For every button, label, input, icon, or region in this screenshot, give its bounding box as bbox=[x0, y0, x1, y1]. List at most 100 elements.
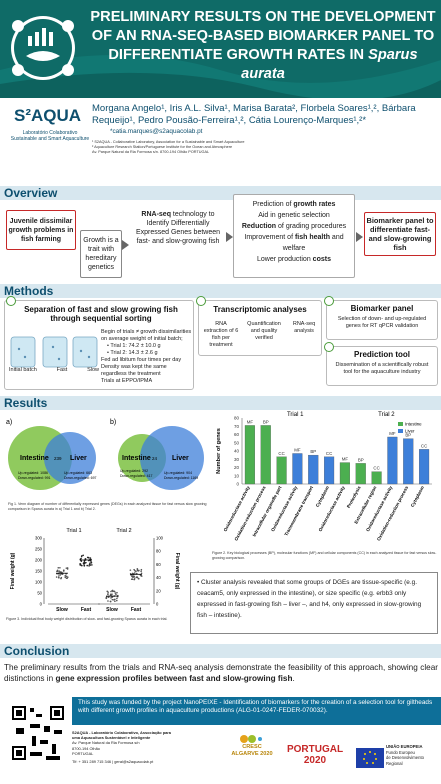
overview-heading: Overview bbox=[4, 186, 58, 200]
overview-rnaseq-box: RNA-seq technology to Identify Different… bbox=[130, 200, 226, 270]
tank-label-initial: Initial batch bbox=[9, 367, 37, 373]
trial-2-group-label: Trial 2 bbox=[378, 412, 395, 418]
x-category-label: Proteolysis bbox=[346, 485, 362, 509]
conclusion-section-header: Conclusion bbox=[0, 644, 441, 658]
venn-a-left-down: Down-regulated: 991 bbox=[18, 476, 51, 480]
dot-plot-panel-title: Trial 1 bbox=[66, 528, 81, 534]
dot-point bbox=[129, 569, 132, 571]
y-tick-label: 70 bbox=[234, 424, 240, 429]
dot-plot-y-tick: 250 bbox=[35, 547, 43, 552]
dot-point bbox=[107, 593, 109, 595]
dot-plot-category-label: Slow bbox=[56, 607, 68, 613]
bar-tag-label: BP bbox=[358, 457, 364, 462]
funding-banner: This study was funded by the project Nan… bbox=[72, 697, 441, 725]
conclusion-text-1: The preliminary results from the trials … bbox=[4, 663, 438, 683]
dot-point bbox=[89, 564, 92, 566]
dot-point bbox=[136, 569, 139, 572]
conclusion-heading: Conclusion bbox=[4, 644, 70, 658]
brand-subtitle: Laboratório Colaborativo Sustainable and… bbox=[10, 130, 90, 142]
dot-point bbox=[57, 576, 60, 579]
sep-bullet-1: Begin of trials ≠ growth dissimilarities… bbox=[101, 329, 192, 342]
overview-benefits-box: Prediction of growth rates Aid in geneti… bbox=[233, 194, 355, 278]
bar bbox=[387, 436, 398, 485]
brand-sub-1: Laboratório Colaborativo bbox=[22, 130, 78, 136]
dot-point bbox=[65, 567, 68, 569]
contact-email[interactable]: *catia.marques@s2aquacolab.pt bbox=[110, 128, 203, 135]
dot-point bbox=[115, 599, 118, 602]
dot-point bbox=[136, 568, 139, 570]
bar bbox=[244, 425, 255, 485]
bar bbox=[324, 456, 335, 485]
poster-header: PRELIMINARY RESULTS ON THE DEVELOPMENT O… bbox=[0, 0, 441, 160]
separation-details: Begin of trials ≠ growth dissimilarities… bbox=[101, 329, 193, 385]
dot-point bbox=[109, 594, 112, 596]
dot-point bbox=[130, 578, 133, 581]
x-category-label: Oxidation-reduction process bbox=[233, 485, 266, 542]
benefit-2: Aid in genetic selection bbox=[258, 212, 330, 219]
dot-point bbox=[116, 591, 118, 594]
dot-point bbox=[133, 568, 135, 571]
dot-plot-y-tick: 40 bbox=[156, 575, 161, 580]
sep-bullet-2: Fed ad libitum four times per day bbox=[101, 357, 182, 363]
title-line-3: DIFFERENTIATE GROWTH RATES IN bbox=[108, 47, 365, 63]
eu-flag-icon bbox=[356, 748, 384, 768]
venn-a-liver-circle bbox=[44, 432, 96, 484]
dot-point bbox=[116, 597, 118, 600]
x-category-label: Intracellular organelle part bbox=[252, 485, 283, 538]
biomarker-panel-box: Biomarker panel Selection of down- and u… bbox=[326, 300, 438, 340]
benefit-3: Reduction of grading procedures bbox=[241, 223, 347, 230]
dot-point bbox=[132, 576, 134, 579]
dot-point bbox=[140, 572, 143, 575]
dot-point bbox=[60, 571, 62, 573]
venn-b-label: b) bbox=[110, 419, 116, 426]
banner-wave-decoration bbox=[0, 55, 441, 98]
transcriptomic-steps: RNA extraction of 6 fish per treatment Q… bbox=[203, 321, 319, 349]
bar-tag-label: CC bbox=[421, 443, 427, 448]
venn-diagram-trial-1: a) Intestine Liver 239 Up-regulated: 108… bbox=[6, 419, 97, 490]
affiliation-3: Av. Parque Natural da Ria Formosa s/n. 8… bbox=[92, 150, 210, 154]
x-category-label: Cytoplasm bbox=[315, 485, 330, 508]
overview-problem-box: Juvenile dissimilar growth problems in f… bbox=[6, 210, 76, 250]
venn-a-right-label: Liver bbox=[70, 455, 87, 462]
y-tick-label: 40 bbox=[234, 449, 240, 454]
tank-label-fast: Fast bbox=[56, 367, 68, 373]
prediction-tool-text: Dissemination of a scientifically robust… bbox=[335, 362, 429, 375]
dot-plot-y-tick: 50 bbox=[37, 591, 42, 596]
dot-point bbox=[80, 557, 82, 560]
dot-point bbox=[133, 578, 136, 581]
sep-bullet-4: Trials at EPPO/IPMA bbox=[101, 378, 153, 384]
tr-step-2: Quantification and quality verified bbox=[247, 321, 281, 341]
y-tick-label: 60 bbox=[234, 432, 240, 437]
header-banner bbox=[0, 0, 441, 98]
rnaseq-bold: RNA-seq bbox=[141, 211, 171, 218]
prediction-tool-title: Prediction tool bbox=[354, 350, 410, 359]
methods-section-header: Methods bbox=[0, 284, 441, 298]
dot-point bbox=[89, 557, 92, 559]
title-species: Sparus aurata bbox=[241, 47, 418, 82]
affiliation-2: ² Aquaculture Research Station/Portugues… bbox=[92, 145, 233, 149]
venn-b-right-label: Liver bbox=[172, 455, 189, 462]
dot-point bbox=[110, 590, 112, 593]
y-tick-label: 10 bbox=[234, 473, 240, 478]
footer-contact[interactable]: Tlf: + 351 289 715 346 | geral@s2aquacol… bbox=[72, 759, 154, 765]
dot-point bbox=[109, 600, 112, 603]
portugal-2020-logo: PORTUGAL 2020 bbox=[286, 744, 344, 766]
qr-code-icon[interactable] bbox=[10, 700, 66, 780]
y-axis-label: Number of genes bbox=[216, 428, 222, 474]
poster-title: PRELIMINARY RESULTS ON THE DEVELOPMENT O… bbox=[88, 8, 438, 84]
dot-point bbox=[133, 575, 135, 578]
venn-b-right-up: Up-regulated: 904 bbox=[164, 471, 192, 475]
dot-plot-y-label: Final weight (g) bbox=[10, 552, 16, 589]
figure-2-caption: Figure 2. Key biological processes (BP),… bbox=[212, 551, 437, 560]
dot-point bbox=[107, 600, 109, 602]
title-line-1: PRELIMINARY RESULTS ON THE DEVELOPMENT bbox=[90, 9, 436, 25]
pin-icon bbox=[324, 342, 334, 352]
conclusion-text-end: . bbox=[292, 674, 295, 683]
prediction-tool-box: Prediction tool Dissemination of a scien… bbox=[326, 346, 438, 386]
overview-problem-text: Juvenile dissimilar growth problems in f… bbox=[8, 217, 74, 243]
crescer-logo-icon bbox=[240, 735, 262, 743]
trial-1-group-label: Trial 1 bbox=[287, 412, 304, 418]
legend-entry: Liver bbox=[405, 429, 415, 434]
dot-point bbox=[114, 600, 116, 603]
affiliations: ¹ S2AQUA - Collaborative Laboratory, Ass… bbox=[92, 140, 432, 155]
